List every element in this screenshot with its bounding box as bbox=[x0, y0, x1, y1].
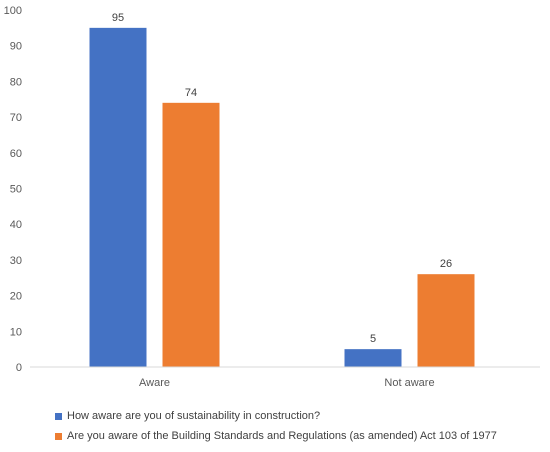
y-tick-label: 60 bbox=[10, 148, 22, 160]
data-labels: 95 74 5 26 bbox=[112, 12, 452, 345]
data-label: 74 bbox=[185, 87, 197, 99]
legend-label-series-2: Are you aware of the Building Standards … bbox=[67, 430, 497, 442]
legend-item-series-1: How aware are you of sustainability in c… bbox=[55, 406, 497, 426]
legend-label-series-1: How aware are you of sustainability in c… bbox=[67, 410, 321, 422]
y-tick-label: 30 bbox=[10, 255, 22, 267]
x-tick-label: Aware bbox=[139, 377, 170, 389]
y-tick-label: 100 bbox=[4, 5, 22, 17]
bars bbox=[89, 27, 475, 367]
y-tick-label: 70 bbox=[10, 112, 22, 124]
legend-swatch-series-2 bbox=[55, 432, 62, 440]
y-tick-label: 50 bbox=[10, 184, 22, 196]
data-label: 95 bbox=[112, 12, 124, 24]
legend: How aware are you of sustainability in c… bbox=[55, 406, 497, 446]
legend-item-series-2: Are you aware of the Building Standards … bbox=[55, 426, 497, 446]
y-tick-label: 20 bbox=[10, 291, 22, 303]
y-axis: 0 10 20 30 40 50 60 70 80 90 100 bbox=[4, 5, 22, 374]
x-tick-label: Not aware bbox=[384, 377, 434, 389]
bar-not-aware-series-2 bbox=[417, 274, 475, 367]
legend-swatch-series-1 bbox=[55, 412, 62, 420]
y-tick-label: 40 bbox=[10, 219, 22, 231]
y-tick-label: 10 bbox=[10, 326, 22, 338]
bar-aware-series-1 bbox=[89, 27, 147, 367]
data-label: 5 bbox=[370, 333, 376, 345]
data-label: 26 bbox=[440, 258, 452, 270]
bar-chart: 0 10 20 30 40 50 60 70 80 90 100 95 74 5 26 Aware Not … bbox=[4, 5, 540, 389]
y-tick-label: 90 bbox=[10, 41, 22, 53]
bar-aware-series-2 bbox=[162, 102, 220, 367]
y-tick-label: 0 bbox=[16, 362, 22, 374]
x-axis: Aware Not aware bbox=[139, 377, 435, 389]
bar-not-aware-series-1 bbox=[344, 349, 402, 367]
y-tick-label: 80 bbox=[10, 76, 22, 88]
